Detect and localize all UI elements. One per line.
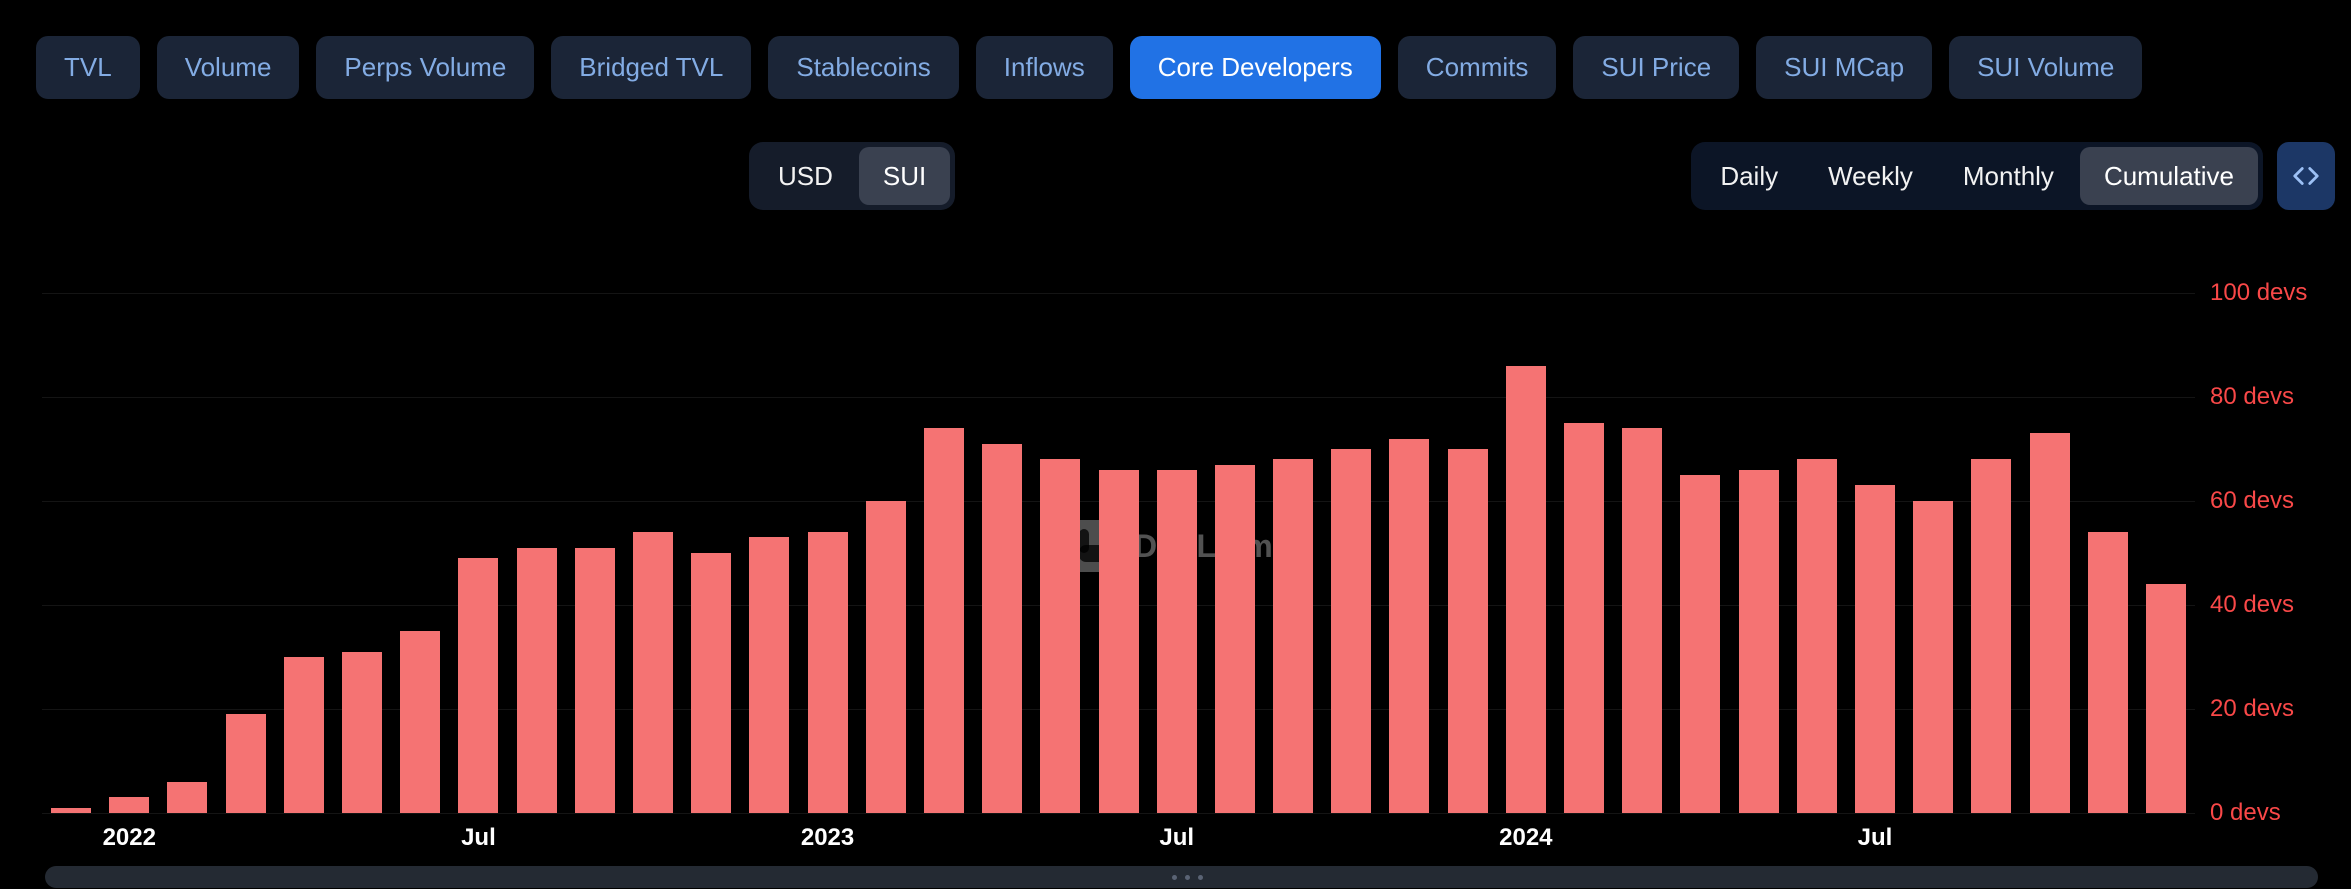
chart-bar-jul-2023[interactable] [1156,470,1197,813]
tab-sui-mcap[interactable]: SUI MCap [1756,36,1933,99]
y-axis-label: 0 devs [2210,799,2281,826]
chart-bar-jun-2023[interactable] [1098,470,1139,813]
x-axis-label: 2023 [800,824,855,851]
y-axis-label: 100 devs [2210,279,2308,306]
y-axis-label: 80 devs [2210,383,2295,410]
chart-bar-jan-2024[interactable] [1505,366,1546,813]
chart-bar-nov-2023[interactable] [1389,439,1430,813]
interval-option-monthly[interactable]: Monthly [1939,147,2078,205]
tab-stablecoins[interactable]: Stablecoins [768,36,959,99]
chart-bar-oct-2023[interactable] [1331,449,1372,813]
chart-bar-may-2024[interactable] [1738,470,1779,813]
tab-volume[interactable]: Volume [156,36,300,99]
chart-bar-dec-2024[interactable] [2145,584,2186,813]
chart-bar-nov-2024[interactable] [2087,532,2128,813]
chart-bar-mar-2022[interactable] [225,714,266,813]
interval-toggle: Daily Weekly Monthly Cumulative [1691,142,2263,210]
code-icon [2293,167,2319,185]
chart-bar-mar-2024[interactable] [1622,428,1663,813]
chart-bar-jan-2023[interactable] [807,532,848,813]
chart-bar-jul-2024[interactable] [1854,485,1895,813]
chart-bar-aug-2022[interactable] [516,548,557,813]
tab-bridged-tvl[interactable]: Bridged TVL [551,36,752,99]
tab-commits[interactable]: Commits [1397,36,1557,99]
chart-bar-jun-2024[interactable] [1796,459,1837,813]
metric-tab-bar: TVL Volume Perps Volume Bridged TVL Stableco… [36,36,2143,99]
x-axis-label: Jul [1159,824,1195,851]
chart-bar-apr-2024[interactable] [1680,475,1721,813]
chart-bar-nov-2022[interactable] [691,553,732,813]
chart-bar-dec-2022[interactable] [749,537,790,813]
chart-bar-may-2022[interactable] [342,652,383,813]
tab-tvl[interactable]: TVL [36,36,140,99]
currency-option-usd[interactable]: USD [754,147,857,205]
chart-zoom-brush[interactable] [45,866,2318,888]
gridline [42,293,2195,294]
chart-bar-feb-2022[interactable] [167,782,208,813]
tab-sui-price[interactable]: SUI Price [1573,36,1740,99]
interval-option-cumulative[interactable]: Cumulative [2079,147,2258,205]
x-axis-label: Jul [461,824,496,851]
interval-option-weekly[interactable]: Weekly [1804,147,1937,205]
x-axis-label: Jul [1857,824,1893,851]
chart-bar-feb-2024[interactable] [1564,423,1604,813]
right-controls: Daily Weekly Monthly Cumulative [1691,142,2335,210]
tab-perps-volume[interactable]: Perps Volume [316,36,535,99]
tab-core-developers[interactable]: Core Developers [1129,36,1381,99]
chart-bar-jun-2022[interactable] [400,631,441,813]
chart-bar-oct-2024[interactable] [2029,433,2070,813]
chart-bar-feb-2023[interactable] [865,501,906,813]
x-axis-label: 2022 [102,824,156,851]
chart-bar-jan-2022[interactable] [109,797,150,813]
chart-bar-dec-2023[interactable] [1447,449,1488,813]
chart-bar-oct-2022[interactable] [632,532,673,813]
chart-bar-apr-2022[interactable] [283,657,324,813]
chart-bar-sep-2023[interactable] [1273,459,1314,813]
chart-bar-sep-2024[interactable] [1971,459,2012,813]
currency-toggle: USD SUI [749,142,956,210]
chart-bar-apr-2023[interactable] [982,444,1023,813]
x-axis-label: 2024 [1499,824,1553,851]
y-axis-label: 60 devs [2210,487,2295,514]
gridline [42,813,2195,814]
tab-inflows[interactable]: Inflows [975,36,1113,99]
chart-bar-may-2023[interactable] [1040,459,1081,813]
chart-bar-aug-2023[interactable] [1214,465,1255,813]
interval-option-daily[interactable]: Daily [1696,147,1802,205]
currency-option-sui[interactable]: SUI [858,147,951,205]
y-axis-label: 20 devs [2210,695,2295,722]
y-axis-label: 40 devs [2210,591,2295,618]
chart-bar-jul-2022[interactable] [458,558,499,813]
chart-bar-sep-2022[interactable] [574,548,615,813]
chart-bar-dec-2021[interactable] [51,808,92,813]
chart-bar-mar-2023[interactable] [923,428,964,813]
gridline [42,397,2195,398]
brush-grip-icon [1185,875,1190,880]
tab-sui-volume[interactable]: SUI Volume [1949,36,2143,99]
embed-code-button[interactable] [2277,142,2335,210]
chart-bar-aug-2024[interactable] [1913,501,1954,813]
